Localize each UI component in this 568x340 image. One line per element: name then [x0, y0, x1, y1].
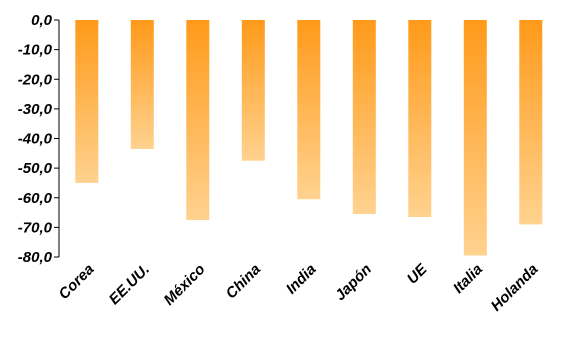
y-tick-label: -80,0	[18, 249, 53, 266]
x-category-label: Holanda	[488, 261, 542, 315]
bar-méxico	[186, 20, 210, 220]
x-category-label: Corea	[55, 261, 97, 303]
y-tick-label: -60,0	[18, 190, 53, 207]
category-labels: Corea EE.UU. México China India Japón UE Italia…	[55, 260, 541, 315]
bars-layer	[75, 20, 543, 256]
bar-china	[241, 20, 265, 161]
x-category-label: India	[283, 261, 320, 298]
y-tick-label: -20,0	[18, 71, 53, 88]
y-tick-label: -30,0	[18, 101, 53, 118]
bar-italia	[463, 20, 487, 256]
bar-corea	[75, 20, 99, 183]
x-category-label: Japón	[332, 261, 375, 304]
bar-japón	[352, 20, 376, 214]
y-tick-labels: 0,0 -10,0 -20,0 -30,0 -40,0 -50,0 -60,0 -70,0 -8…	[18, 12, 53, 266]
y-axis	[54, 19, 60, 258]
y-tick-label: -40,0	[18, 131, 53, 148]
bar-holanda	[519, 20, 543, 225]
x-category-label: China	[223, 261, 264, 302]
y-tick-label: -50,0	[18, 160, 53, 177]
bar-ee-uu-	[130, 20, 154, 149]
x-category-label: México	[161, 261, 209, 309]
x-category-label: Italia	[450, 261, 486, 297]
y-tick-label: -70,0	[18, 219, 53, 236]
bar-india	[297, 20, 321, 200]
y-tick-label: 0,0	[31, 12, 53, 29]
bar-ue	[408, 20, 432, 217]
x-category-label: UE	[404, 260, 431, 287]
x-category-label: EE.UU.	[106, 261, 153, 308]
y-tick-label: -10,0	[18, 42, 53, 59]
